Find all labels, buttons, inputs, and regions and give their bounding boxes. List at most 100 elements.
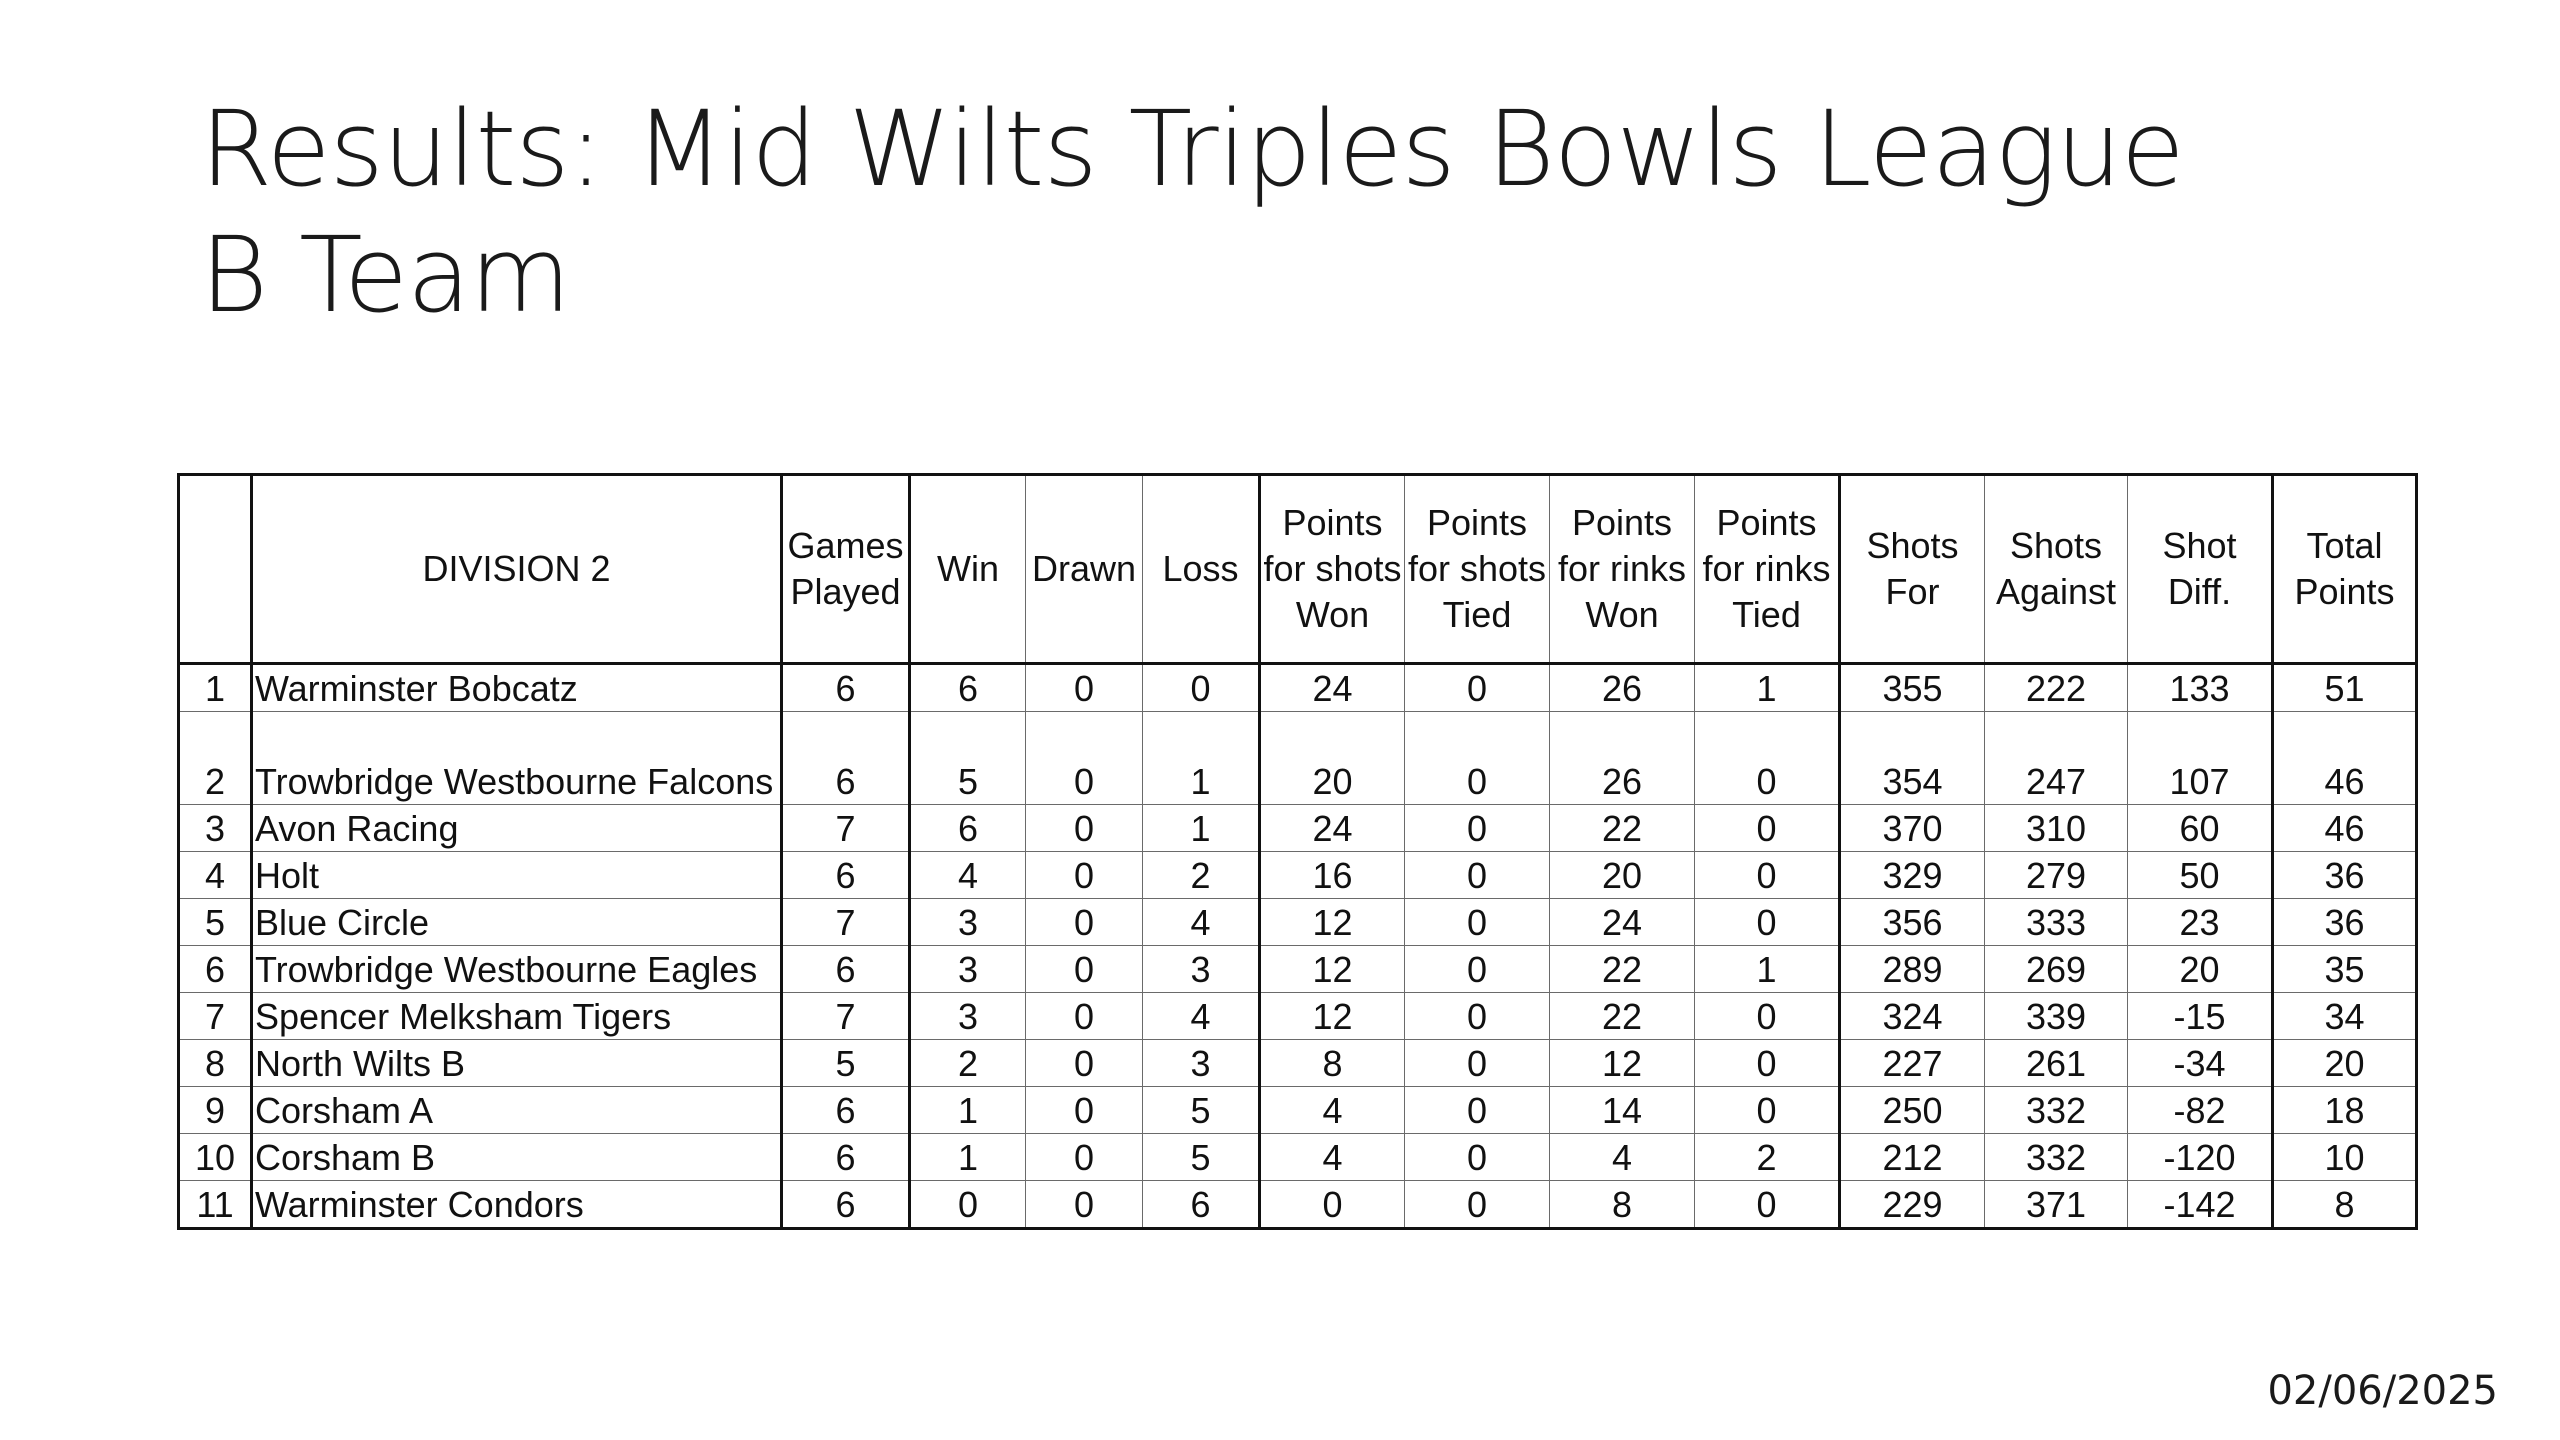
position-cell: 3 [177, 804, 252, 852]
shots-for-cell: 329 [1839, 851, 1985, 899]
shot-diff-cell: 23 [2127, 898, 2274, 946]
header-games-played: Games Played [781, 473, 911, 665]
shot-diff-cell: 50 [2127, 851, 2274, 899]
header-win: Win [909, 473, 1026, 665]
points-rinks-tied-cell: 2 [1694, 1133, 1841, 1181]
total-points-cell: 34 [2272, 992, 2418, 1040]
loss-cell: 0 [1142, 663, 1261, 712]
league-table: DIVISION 2 Games Played Win Drawn Loss P… [177, 473, 2418, 1230]
points-shots-tied-cell: 0 [1404, 992, 1550, 1040]
points-rinks-tied-cell: 0 [1694, 898, 1841, 946]
header-shots-for: Shots For [1839, 473, 1985, 665]
table-row: 11 Warminster Condors 6 0 0 6 0 0 8 0 22… [177, 1180, 2418, 1230]
points-rinks-won-cell: 22 [1549, 992, 1695, 1040]
win-cell: 6 [909, 663, 1026, 712]
loss-cell: 5 [1142, 1133, 1261, 1181]
win-cell: 3 [909, 945, 1026, 993]
points-rinks-tied-cell: 0 [1694, 1086, 1841, 1134]
shot-diff-cell: -120 [2127, 1133, 2274, 1181]
points-rinks-tied-cell: 0 [1694, 711, 1841, 805]
position-cell: 6 [177, 945, 252, 993]
drawn-cell: 0 [1025, 1133, 1143, 1181]
table-header: DIVISION 2 Games Played Win Drawn Loss P… [177, 473, 2418, 665]
points-shots-tied-cell: 0 [1404, 1180, 1550, 1230]
points-rinks-won-cell: 14 [1549, 1086, 1695, 1134]
shots-for-cell: 289 [1839, 945, 1985, 993]
shots-against-cell: 222 [1984, 663, 2128, 712]
points-rinks-won-cell: 12 [1549, 1039, 1695, 1087]
win-cell: 3 [909, 992, 1026, 1040]
shots-against-cell: 332 [1984, 1133, 2128, 1181]
points-rinks-won-cell: 4 [1549, 1133, 1695, 1181]
header-points-shots-tied: Points for shots Tied [1404, 473, 1550, 665]
total-points-cell: 36 [2272, 898, 2418, 946]
header-division: DIVISION 2 [250, 473, 783, 665]
loss-cell: 3 [1142, 1039, 1261, 1087]
total-points-cell: 8 [2272, 1180, 2418, 1230]
drawn-cell: 0 [1025, 1180, 1143, 1230]
team-name-cell: North Wilts B [250, 1039, 783, 1087]
games-played-cell: 6 [781, 1180, 911, 1230]
shot-diff-cell: -82 [2127, 1086, 2274, 1134]
table-row: 3 Avon Racing 7 6 0 1 24 0 22 0 370 310 … [177, 804, 2418, 852]
points-shots-tied-cell: 0 [1404, 1039, 1550, 1087]
games-played-cell: 6 [781, 945, 911, 993]
slide-title: Results: Mid Wilts Triples Bowls League … [200, 86, 2400, 338]
games-played-cell: 6 [781, 1133, 911, 1181]
points-shots-tied-cell: 0 [1404, 851, 1550, 899]
points-rinks-tied-cell: 1 [1694, 663, 1841, 712]
shots-against-cell: 371 [1984, 1180, 2128, 1230]
games-played-cell: 7 [781, 898, 911, 946]
points-shots-won-cell: 8 [1259, 1039, 1405, 1087]
points-shots-tied-cell: 0 [1404, 1086, 1550, 1134]
team-name-cell: Warminster Bobcatz [250, 663, 783, 712]
shots-against-cell: 247 [1984, 711, 2128, 805]
points-shots-won-cell: 20 [1259, 711, 1405, 805]
header-shots-against: Shots Against [1984, 473, 2128, 665]
win-cell: 3 [909, 898, 1026, 946]
loss-cell: 4 [1142, 898, 1261, 946]
games-played-cell: 6 [781, 711, 911, 805]
total-points-cell: 51 [2272, 663, 2418, 712]
position-cell: 11 [177, 1180, 252, 1230]
points-shots-won-cell: 4 [1259, 1086, 1405, 1134]
shots-for-cell: 250 [1839, 1086, 1985, 1134]
points-shots-tied-cell: 0 [1404, 945, 1550, 993]
shot-diff-cell: -15 [2127, 992, 2274, 1040]
table-body: 1 Warminster Bobcatz 6 6 0 0 24 0 2 6 1 3… [177, 663, 2418, 1230]
shots-for-cell: 227 [1839, 1039, 1985, 1087]
table-row: 10 Corsham B 6 1 0 5 4 0 4 2 212 332 -12… [177, 1133, 2418, 1181]
shots-for-cell: 212 [1839, 1133, 1985, 1181]
loss-cell: 1 [1142, 711, 1261, 805]
total-points-cell: 46 [2272, 711, 2418, 805]
table-row: 5 Blue Circle 7 3 0 4 12 0 24 0 356 333 … [177, 898, 2418, 946]
points-rinks-tied-cell: 0 [1694, 1180, 1841, 1230]
header-position [177, 473, 252, 665]
shots-against-cell: 269 [1984, 945, 2128, 993]
shot-diff-cell: -34 [2127, 1039, 2274, 1087]
drawn-cell: 0 [1025, 992, 1143, 1040]
shots-for-cell: 356 [1839, 898, 1985, 946]
shot-diff-cell: 107 [2127, 711, 2274, 805]
position-cell: 8 [177, 1039, 252, 1087]
win-cell: 5 [909, 711, 1026, 805]
position-cell: 10 [177, 1133, 252, 1181]
shot-diff-cell: 133 [2127, 663, 2274, 712]
header-points-rinks-won: Points for rinks Won [1549, 473, 1695, 665]
team-name-cell: Trowbridge Westbourne Falcons [250, 711, 783, 805]
team-name-cell: Avon Racing [250, 804, 783, 852]
drawn-cell: 0 [1025, 1086, 1143, 1134]
loss-cell: 6 [1142, 1180, 1261, 1230]
games-played-cell: 6 [781, 1086, 911, 1134]
drawn-cell: 0 [1025, 711, 1143, 805]
shot-diff-cell: 20 [2127, 945, 2274, 993]
shots-against-cell: 310 [1984, 804, 2128, 852]
total-points-cell: 18 [2272, 1086, 2418, 1134]
games-played-cell: 6 [781, 663, 911, 712]
team-name-cell: Corsham B [250, 1133, 783, 1181]
drawn-cell: 0 [1025, 804, 1143, 852]
team-name-cell: Spencer Melksham Tigers [250, 992, 783, 1040]
points-rinks-tied-cell: 0 [1694, 1039, 1841, 1087]
total-points-cell: 10 [2272, 1133, 2418, 1181]
points-shots-won-cell: 24 [1259, 804, 1405, 852]
